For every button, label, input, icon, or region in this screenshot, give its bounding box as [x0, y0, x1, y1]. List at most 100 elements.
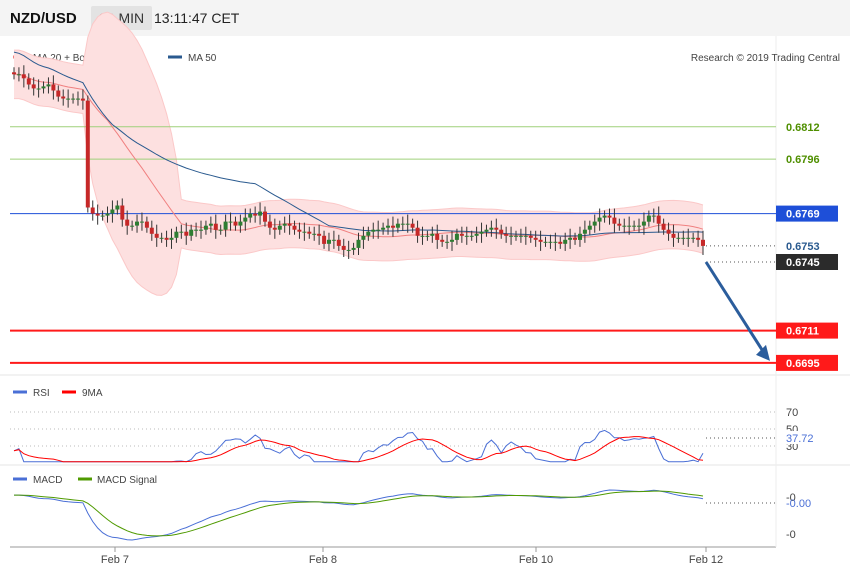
- candle: [612, 208, 617, 233]
- candle: [391, 216, 395, 237]
- candle-body: [578, 233, 582, 240]
- candle: [666, 222, 671, 241]
- candle: [617, 218, 622, 231]
- candle: [41, 81, 46, 94]
- legend-macd-signal: MACD Signal: [97, 475, 157, 486]
- candle: [587, 220, 592, 235]
- candle: [110, 200, 115, 223]
- candle: [425, 230, 430, 241]
- candle: [420, 226, 425, 245]
- candle-body: [71, 98, 76, 100]
- candle: [568, 228, 573, 249]
- candle: [361, 226, 366, 249]
- candle: [637, 218, 641, 233]
- candle-body: [666, 229, 671, 234]
- candle: [371, 222, 376, 239]
- candle: [509, 226, 514, 245]
- candle-body: [395, 223, 400, 228]
- candle: [71, 93, 76, 104]
- candle: [395, 218, 400, 233]
- legend-rsi: RSI: [33, 388, 50, 399]
- macd-lines: [14, 489, 704, 541]
- legend-ma50: MA 50: [188, 53, 217, 64]
- candle-body: [61, 96, 66, 99]
- candle: [351, 242, 356, 255]
- candle: [469, 230, 474, 241]
- label-last-price: 0.6745: [786, 257, 820, 269]
- candle: [445, 234, 450, 249]
- candle: [292, 220, 297, 235]
- candle-body: [489, 227, 494, 230]
- candle: [381, 222, 386, 235]
- candlesticks: [12, 65, 705, 259]
- candle-body: [56, 90, 61, 97]
- candle: [164, 230, 169, 247]
- candle: [632, 220, 637, 231]
- candle-body: [277, 225, 282, 230]
- candle: [120, 198, 125, 227]
- last-price-box: [776, 254, 838, 270]
- candle-body: [454, 233, 459, 240]
- candle: [169, 228, 174, 249]
- candle: [322, 230, 327, 249]
- candle: [130, 220, 135, 231]
- candle-body: [95, 213, 100, 216]
- candle: [135, 214, 139, 233]
- candle: [21, 65, 26, 88]
- candle-body: [686, 237, 691, 239]
- candle: [627, 216, 632, 235]
- x-tick-feb7: Feb 7: [101, 554, 129, 566]
- candle: [85, 95, 90, 213]
- candle-body: [66, 98, 71, 100]
- candle: [51, 75, 56, 100]
- candle: [622, 218, 627, 233]
- candle: [696, 230, 701, 247]
- projection-arrow-shaft: [704, 261, 766, 354]
- candle-body: [474, 233, 479, 236]
- candle-body: [651, 215, 656, 217]
- currency-pair: NZD/USD: [10, 10, 77, 27]
- candle-body: [425, 235, 430, 237]
- macd-levels: -0 -0 -0.00: [706, 492, 811, 541]
- candle-body: [292, 225, 297, 230]
- candle: [415, 220, 420, 243]
- candle-body: [553, 241, 558, 243]
- candle-body: [518, 235, 523, 237]
- candle-body: [238, 221, 243, 226]
- candle: [213, 214, 218, 239]
- candle-body: [272, 227, 277, 230]
- candle: [661, 218, 666, 235]
- candle-body: [331, 239, 336, 241]
- candle-body: [135, 221, 139, 226]
- candle-body: [26, 78, 31, 85]
- candle-body: [641, 221, 646, 226]
- candle-body: [528, 235, 533, 238]
- candle-body: [381, 227, 386, 230]
- candle-body: [194, 229, 199, 231]
- candle-body: [420, 235, 425, 237]
- candle-body: [691, 237, 696, 239]
- candle: [144, 216, 149, 233]
- candle-body: [80, 98, 85, 101]
- candle-body: [203, 225, 208, 230]
- candle: [592, 214, 597, 233]
- candle: [31, 77, 36, 96]
- candle: [61, 89, 66, 106]
- candle: [297, 222, 302, 239]
- label-resistance-1: 0.6812: [786, 122, 820, 134]
- target-2-box: [776, 354, 838, 371]
- candle: [95, 204, 100, 225]
- candle-body: [504, 233, 509, 236]
- candle-body: [646, 215, 651, 222]
- candle-body: [125, 219, 130, 226]
- candle: [573, 232, 577, 245]
- candle: [543, 236, 548, 247]
- candle: [36, 79, 41, 98]
- candle-body: [587, 225, 592, 230]
- label-target-1: 0.6711: [786, 326, 819, 338]
- candle-body: [671, 233, 676, 238]
- macd-tick-bottom: -0: [786, 529, 796, 541]
- candle: [90, 200, 95, 221]
